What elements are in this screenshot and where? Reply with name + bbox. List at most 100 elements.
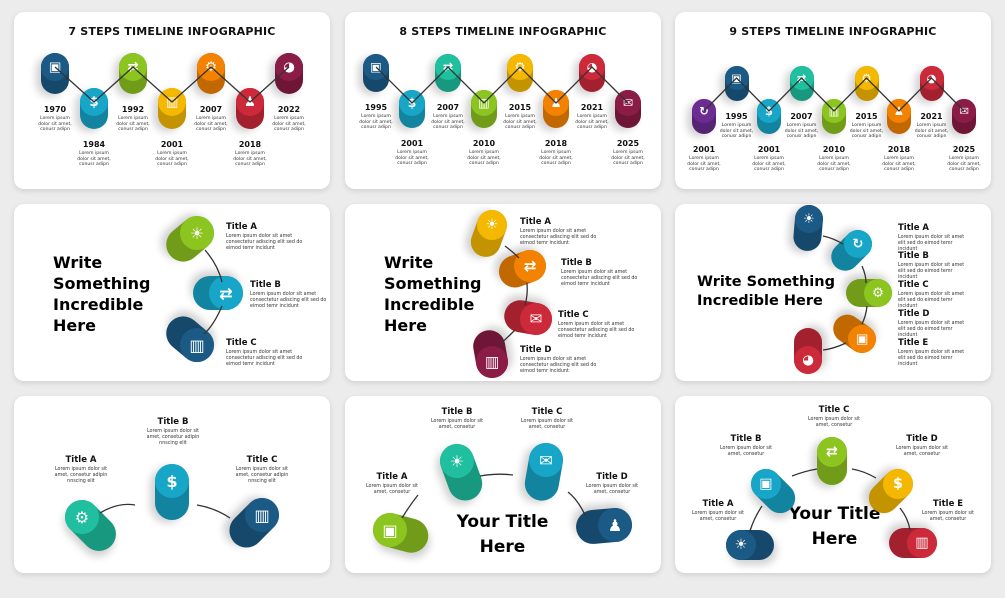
- step-description: Lorem ipsum dolor sit amet, consetur: [691, 511, 745, 522]
- headline: Your Title Here: [456, 512, 549, 557]
- step-title: Title B: [898, 251, 929, 261]
- step-year: 2015: [855, 112, 878, 121]
- step-title: Title B: [730, 434, 762, 444]
- step-title: Title C: [246, 455, 278, 465]
- step-description: Lorem ipsum dolor sit amet, conusr adipn: [194, 116, 228, 133]
- step-description: Lorem ipsum dolor sit amet, conusr adipn: [687, 156, 721, 173]
- step-description: Lorem ipsum dolor sit amet, conusr adipn: [882, 156, 916, 173]
- step-description: Lorem ipsum dolor sit amet elit sed do e…: [898, 263, 965, 280]
- dollar-icon: $: [883, 469, 913, 499]
- step-year: 2007: [199, 105, 223, 114]
- lightbulb-icon: ☀: [180, 216, 214, 250]
- dollar-icon: $: [80, 88, 108, 116]
- step-description: Lorem ipsum dolor sit amet, consetur adi…: [235, 467, 289, 484]
- gear-icon: ⚙: [197, 53, 225, 81]
- pie-chart-icon: ◕: [275, 53, 303, 81]
- step-description: Lorem ipsum dolor sit amet, conusr adipn: [539, 150, 573, 167]
- step-title: Title A: [520, 217, 551, 227]
- step-description: Lorem ipsum dolor sit amet, conusr adipn: [503, 114, 537, 131]
- cycle-icon: ↻: [844, 230, 872, 258]
- headline: Your Title Here: [788, 504, 881, 549]
- lightbulb-icon: ☀: [440, 444, 474, 478]
- step-year: 1984: [82, 140, 106, 149]
- bar-chart-icon: ▥: [471, 90, 497, 116]
- step-description: Lorem ipsum dolor sit amet, consetur: [807, 417, 861, 428]
- step-description: Lorem ipsum dolor sit amet elit sed do e…: [898, 350, 965, 367]
- lightbulb-icon: ☀: [795, 205, 823, 233]
- step-description: Lorem ipsum dolor sit amet, conusr adipn: [233, 151, 267, 168]
- step-description: Lorem ipsum dolor sit amet consectetur a…: [226, 234, 303, 251]
- step-description: Lorem ipsum dolor sit amet, consetur: [895, 446, 949, 457]
- mail-icon: ✉: [529, 443, 563, 477]
- headline: Write Something Incredible Here: [697, 274, 835, 309]
- step-title: Title D: [596, 472, 628, 482]
- step-year: 2018: [544, 139, 568, 148]
- step-year: 1995: [364, 103, 388, 112]
- step-title: Title D: [906, 434, 938, 444]
- panel-6: [675, 204, 991, 381]
- step-description: Lorem ipsum dolor sit amet, conusr adipn: [719, 123, 754, 140]
- step-description: Lorem ipsum dolor sit amet, conusr adipn: [575, 114, 609, 131]
- handshake-icon: ⇄: [817, 437, 847, 467]
- mail-icon: ✉: [615, 90, 641, 116]
- step-description: Lorem ipsum dolor sit amet, conusr adipn: [467, 150, 501, 167]
- briefcase-icon: ▣: [724, 66, 749, 90]
- step-title: Title A: [376, 472, 408, 482]
- step-year: 1995: [725, 112, 748, 121]
- pie-chart-icon: ◕: [794, 346, 822, 374]
- handshake-icon: ⇄: [514, 250, 546, 282]
- step-description: Lorem ipsum dolor sit amet, conusr adipn: [359, 114, 393, 131]
- step-description: Lorem ipsum dolor sit amet, conusr adipn: [784, 123, 819, 140]
- briefcase-icon: ▣: [751, 469, 781, 499]
- handshake-icon: ⇄: [209, 276, 243, 310]
- step-title: Title D: [520, 345, 552, 355]
- step-description: Lorem ipsum dolor sit amet consectetur a…: [226, 350, 303, 367]
- bar-chart-icon: ▥: [180, 328, 214, 362]
- step-description: Lorem ipsum dolor sit amet, consetur: [921, 511, 975, 522]
- step-description: Lorem ipsum dolor sit amet, conusr adipn: [272, 116, 306, 133]
- step-description: Lorem ipsum dolor sit amet elit sed do e…: [898, 321, 965, 338]
- step-year: 2018: [887, 145, 911, 154]
- step-year: 2007: [790, 112, 813, 121]
- step-year: 2021: [580, 103, 604, 112]
- step-description: Lorem ipsum dolor sit amet, consetur adi…: [146, 429, 200, 446]
- gear-icon: ⚙: [507, 54, 533, 80]
- step-description: Lorem ipsum dolor sit amet, conusr adipn: [752, 156, 786, 173]
- gear-icon: ⚙: [65, 500, 99, 534]
- step-year: 2015: [508, 103, 532, 112]
- bar-chart-icon: ▥: [907, 528, 937, 558]
- timeline-title: 9 STEPS TIMELINE INFOGRAPHIC: [729, 25, 937, 38]
- briefcase-icon: ▣: [363, 54, 389, 80]
- step-title: Title C: [818, 405, 850, 415]
- step-title: Title B: [561, 258, 592, 268]
- handshake-icon: ⇄: [435, 54, 461, 80]
- step-description: Lorem ipsum dolor sit amet, conusr adipn: [395, 150, 429, 167]
- pie-chart-icon: ◕: [579, 54, 605, 80]
- step-description: Lorem ipsum dolor sit amet, conusr adipn: [77, 151, 111, 168]
- step-description: Lorem ipsum dolor sit amet, conusr adipn: [611, 150, 645, 167]
- timeline-title: 7 STEPS TIMELINE INFOGRAPHIC: [68, 25, 276, 38]
- headline: Write Something Incredible Here: [384, 253, 482, 335]
- step-description: Lorem ipsum dolor sit amet elit sed do e…: [898, 235, 965, 252]
- step-title: Title C: [898, 280, 929, 290]
- step-year: 2022: [277, 105, 301, 114]
- step-title: Title C: [558, 310, 589, 320]
- bar-chart-icon: ▥: [476, 346, 508, 378]
- step-year: 2001: [692, 145, 716, 154]
- step-title: Title C: [226, 338, 257, 348]
- people-icon: ♟: [236, 88, 264, 116]
- step-title: Title A: [702, 499, 734, 509]
- step-description: Lorem ipsum dolor sit amet, consetur: [585, 484, 639, 495]
- step-description: Lorem ipsum dolor sit amet, conusr adipn: [817, 156, 851, 173]
- step-year: 2021: [920, 112, 943, 121]
- step-description: Lorem ipsum dolor sit amet, conusr adipn: [849, 123, 884, 140]
- step-title: Title E: [932, 499, 964, 509]
- pie-chart-icon: ◕: [919, 66, 944, 90]
- people-icon: ♟: [598, 508, 632, 542]
- handshake-icon: ⇄: [119, 53, 147, 81]
- step-year: 2001: [400, 139, 424, 148]
- dollar-icon: $: [399, 90, 425, 116]
- bar-chart-icon: ▥: [245, 498, 279, 532]
- people-icon: ♟: [543, 90, 569, 116]
- step-year: 1970: [43, 105, 67, 114]
